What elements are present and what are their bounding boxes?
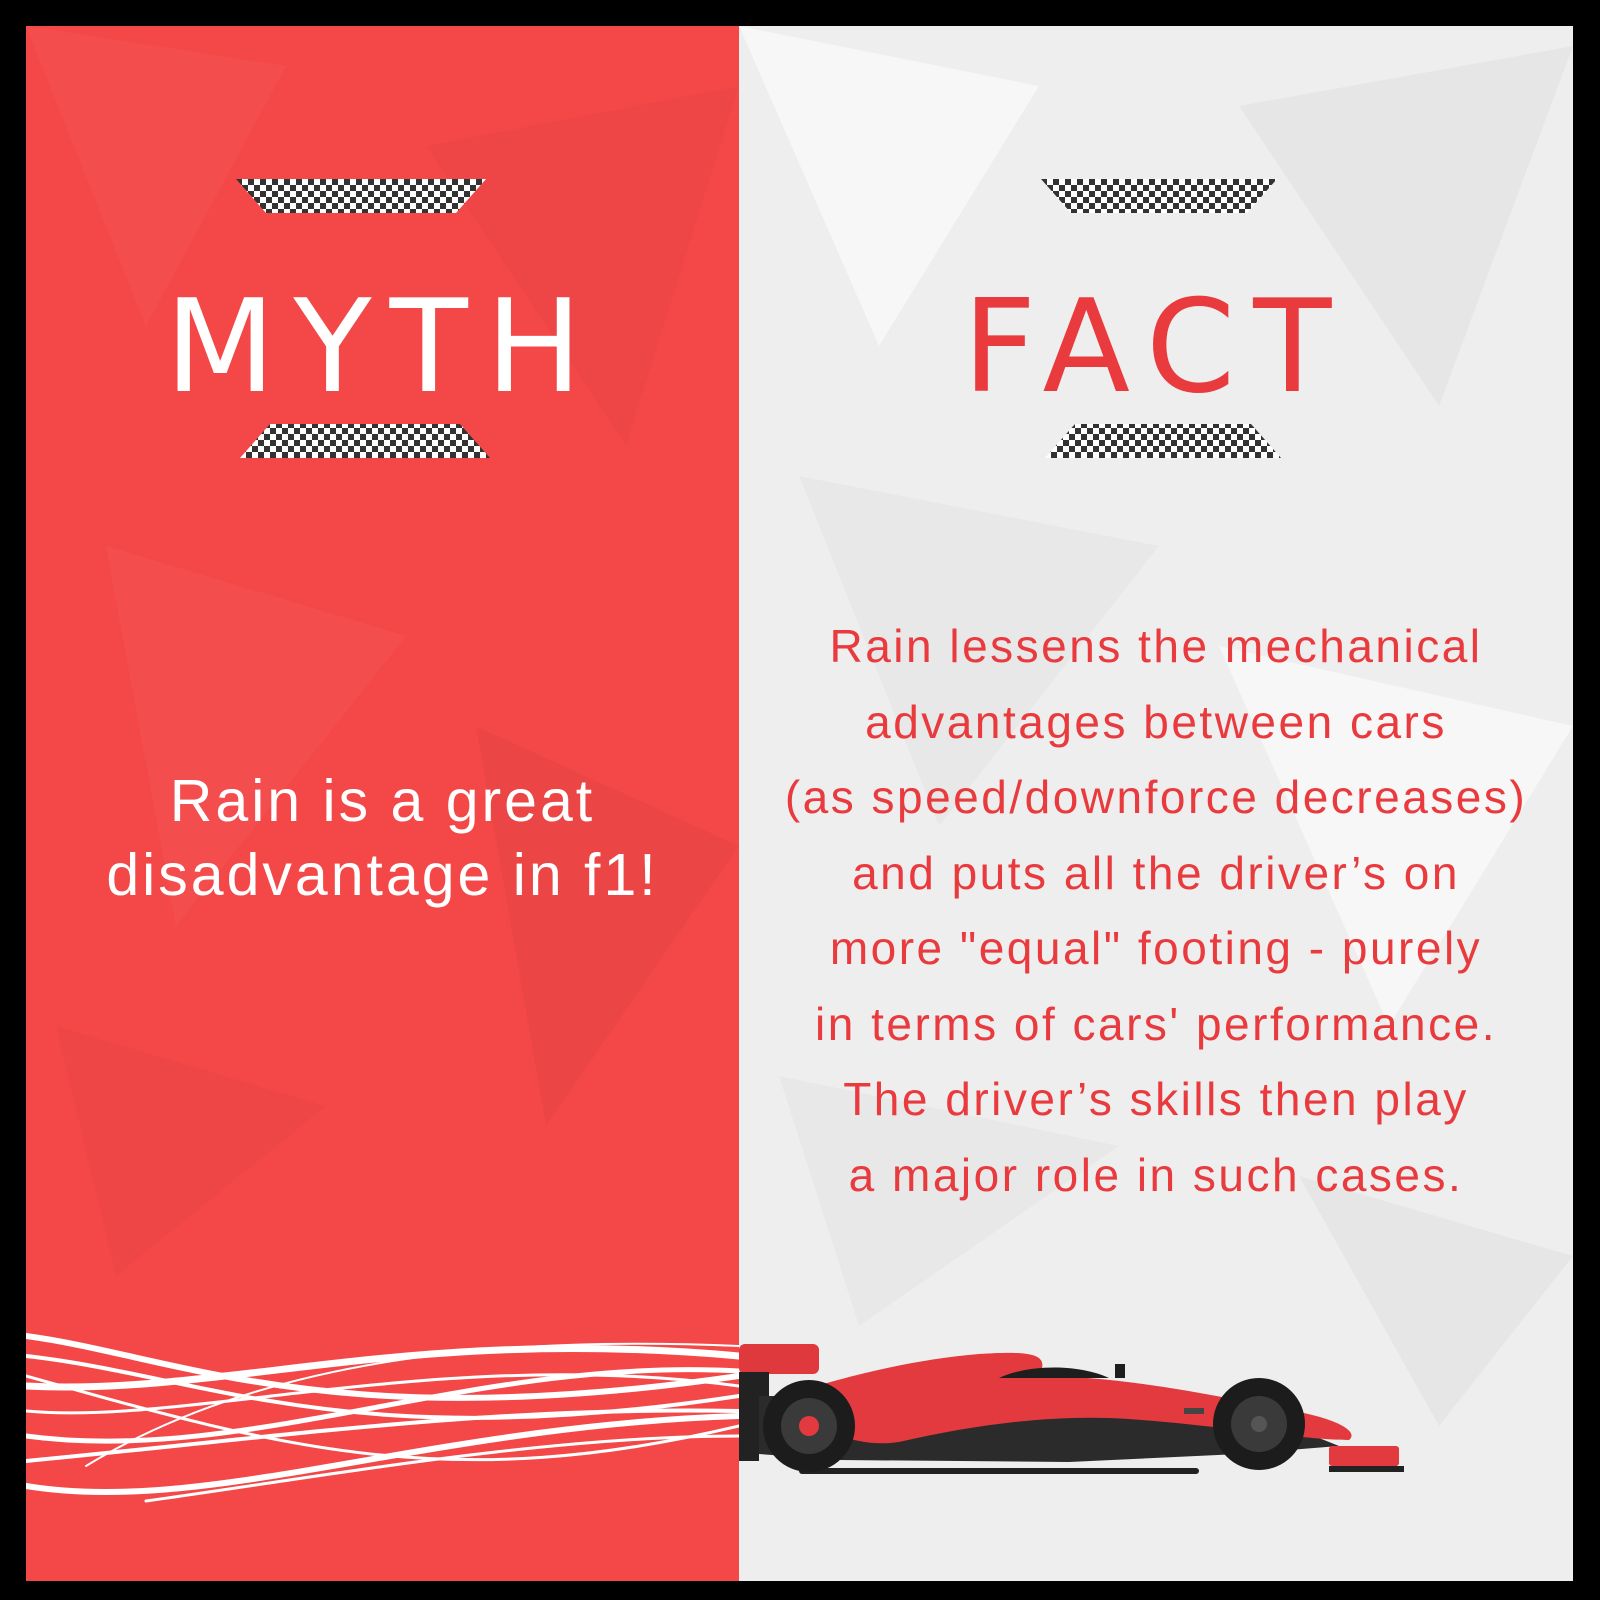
myth-statement: Rain is a great disadvantage in f1! <box>26 764 739 912</box>
checkered-flag-icon <box>1041 179 1277 213</box>
checkered-flag-icon <box>240 424 490 458</box>
fact-line: Rain lessens the mechanical <box>829 620 1483 672</box>
race-car-icon <box>739 1344 1404 1474</box>
myth-line: Rain is a great <box>169 768 596 834</box>
checkered-flag-icon <box>236 179 486 213</box>
fact-line: advantages between cars <box>865 695 1447 748</box>
fact-line: in terms of cars' performance. <box>815 997 1497 1050</box>
speed-streaks <box>26 1333 739 1503</box>
checkered-flag-icon <box>1045 424 1281 458</box>
fact-line: more "equal" footing - purely <box>829 922 1483 974</box>
fact-line: and puts all the driver’s on <box>852 846 1460 899</box>
myth-line: disadvantage in f1! <box>106 842 659 908</box>
paper-texture <box>739 26 1573 1026</box>
fact-statement: Rain lessens the mechanical advantages b… <box>739 609 1573 1213</box>
fact-heading: FACT <box>962 273 1350 422</box>
myth-panel: MYTH Rain is a great disadvantage in f1! <box>26 26 739 1581</box>
fact-line: a major role in such cases. <box>848 1148 1464 1201</box>
fact-panel: FACT Rain lessens the mechanical advanta… <box>739 26 1573 1581</box>
fact-line: (as speed/downforce decreases) <box>784 771 1528 823</box>
fact-line: The driver’s skills then play <box>843 1073 1469 1125</box>
myth-heading: MYTH <box>164 273 601 422</box>
